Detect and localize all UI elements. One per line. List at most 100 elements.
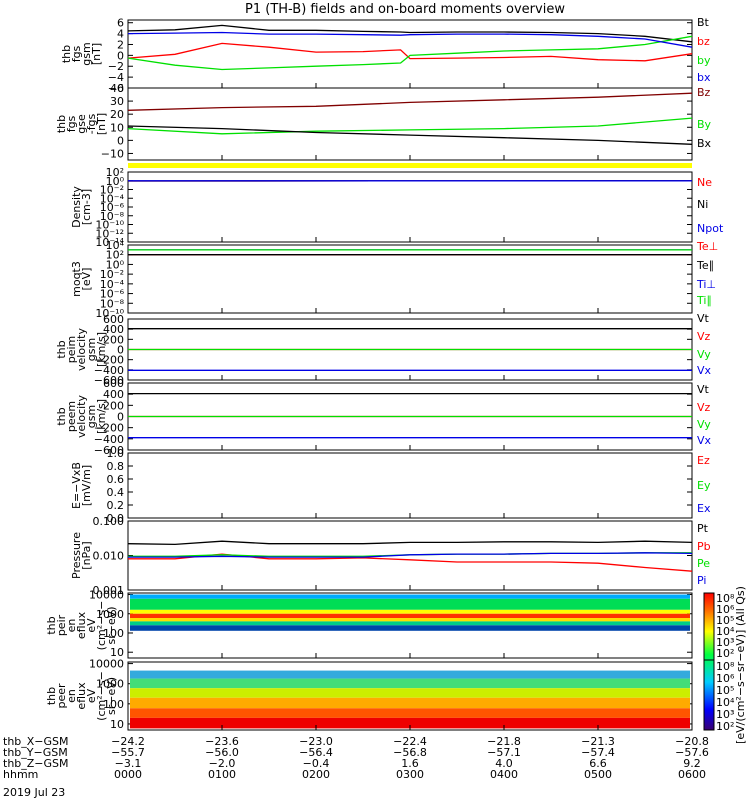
y-tick-label: 0.6 (107, 473, 125, 486)
legend-Npot: Npot (697, 222, 724, 235)
legend-Ti∥: Ti∥ (696, 294, 712, 307)
footer-value: −56.0 (205, 746, 239, 759)
y-tick-label: 10000 (89, 589, 124, 602)
legend-by: by (697, 54, 711, 67)
y-axis-label-line: thb (55, 340, 68, 358)
footer-row-label: thb_Y−GSM (3, 746, 68, 759)
y-axis-label-line: peem (65, 401, 78, 432)
y-axis-label-line: [nPa] (80, 541, 93, 569)
y-axis-label-line: Density (70, 186, 83, 228)
series-line-Bt (127, 24, 693, 43)
footer-value: 4.0 (495, 757, 513, 770)
y-tick-label: 10 (110, 718, 124, 731)
panel-peim_velocity: 6004002000−200−400−600thbpeimvelocitygsm… (55, 312, 712, 387)
y-tick-label: 1000 (96, 678, 124, 691)
legend-Ey: Ey (697, 479, 711, 492)
footer-value: 0500 (584, 768, 612, 781)
y-tick-label: 40 (110, 82, 124, 95)
y-tick-label: 10000 (89, 658, 124, 671)
y-tick-label: −600 (94, 444, 124, 457)
y-tick-label: −200 (94, 354, 124, 367)
y-axis-label: Density[cm-3] (70, 186, 93, 228)
legend-Bt: Bt (697, 16, 710, 29)
y-tick-label: 0.4 (107, 486, 125, 499)
panel-peir_en_eflux: 10000100010010thbpeirenefluxeV(cm²−s−sr−… (45, 589, 693, 659)
status-bar (128, 163, 692, 168)
colorbar-gradient (703, 592, 715, 731)
panel-peem_velocity: 6004002000−200−400−600thbpeemvelocitygsm… (55, 377, 712, 457)
spectrogram-band (130, 688, 690, 698)
series-line-Pi (128, 552, 693, 558)
footer-value: −21.3 (581, 735, 615, 748)
y-axis-label-line: [km/s] (95, 332, 108, 367)
y-axis-label-line: sr−eV) (105, 606, 118, 644)
footer-value: −55.7 (111, 746, 145, 759)
y-axis-label-line: eV (85, 618, 98, 633)
y-tick-label: 0 (117, 411, 124, 424)
series-line-Pt (127, 540, 693, 546)
y-axis-label-line: en (65, 619, 78, 633)
panel-frame (127, 87, 693, 161)
y-tick-label: −400 (94, 364, 124, 377)
y-tick-label: 100 (103, 627, 124, 640)
spectrogram-band (130, 594, 690, 599)
footer-value: −56.8 (393, 746, 427, 759)
legend-Ne: Ne (697, 176, 712, 189)
y-axis-label-line: (cm²−s− (95, 671, 108, 721)
plot-title: P1 (TH-B) fields and on-board moments ov… (245, 2, 565, 17)
y-tick-label: 0 (117, 134, 124, 147)
y-axis-label-line: sr−eV) (105, 677, 118, 715)
footer-value: 0600 (678, 768, 706, 781)
legend-Vt: Vt (697, 383, 710, 396)
y-tick-label: 10⁻⁶ (100, 201, 125, 214)
y-tick-label: 10² (106, 166, 124, 179)
series-line-Pb (128, 553, 693, 572)
legend-Vy: Vy (697, 348, 711, 361)
legend-Te⊥: Te⊥ (696, 240, 718, 253)
y-axis-label-line: peim (65, 336, 78, 364)
y-tick-label: −200 (94, 422, 124, 435)
y-tick-label: 10⁴ (106, 239, 125, 252)
y-axis-label-line: Pressure (70, 532, 83, 579)
y-tick-label: 600 (103, 377, 124, 390)
footer-value: −2.0 (209, 757, 236, 770)
colorbar-tick: 10⁴ (716, 696, 735, 709)
legend-By: By (697, 118, 712, 131)
spectrogram-band (130, 678, 690, 689)
y-tick-label: 10⁻⁸ (100, 210, 125, 223)
y-axis-label-line: (cm²−s− (95, 601, 108, 651)
series-line-bz (127, 42, 693, 62)
y-tick-label: 10⁻⁶ (100, 288, 125, 301)
y-tick-label: 0 (117, 344, 124, 357)
y-tick-label: 0.8 (107, 460, 125, 473)
legend-Ti⊥: Ti⊥ (696, 278, 716, 291)
footer-value: −0.4 (303, 757, 330, 770)
y-tick-label: 0.010 (93, 550, 125, 563)
footer-value: 6.6 (589, 757, 607, 770)
legend-Pt: Pt (697, 522, 709, 535)
y-axis-label-line: eV (85, 688, 98, 703)
y-tick-label: 0 (117, 49, 124, 62)
legend-Vx: Vx (697, 364, 712, 377)
spectrogram-band (130, 618, 690, 622)
y-tick-label: 10⁻² (100, 268, 124, 281)
y-axis-label-line: [eV] (80, 268, 93, 291)
series-line-by (127, 35, 693, 71)
footer-value: 1.6 (401, 757, 419, 770)
colorbar-tick: 10² (716, 647, 734, 660)
y-tick-label: 200 (103, 333, 124, 346)
y-axis-label-line: fgs (70, 45, 83, 62)
legend-Vz: Vz (697, 401, 711, 414)
spectrogram-band (130, 670, 690, 679)
y-tick-label: 10⁻⁴ (100, 192, 125, 205)
y-tick-label: 400 (103, 388, 124, 401)
y-axis-label-line: thb (55, 407, 68, 425)
y-tick-label: 0.100 (93, 515, 125, 528)
y-tick-label: 0.2 (107, 499, 125, 512)
